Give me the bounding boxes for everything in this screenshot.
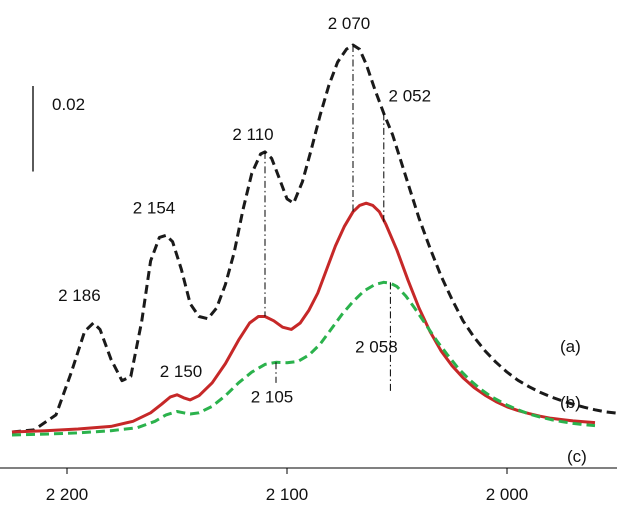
guide-lines-layer <box>264 45 391 392</box>
peak-label: 2 070 <box>328 14 371 33</box>
peak-label: 2 105 <box>251 387 294 406</box>
series-label: (b) <box>560 393 581 412</box>
x-axis: 2 200 2 100 2 000 <box>0 467 617 504</box>
scale-bar-label: 0.02 <box>52 95 85 114</box>
series-line-c <box>11 280 596 437</box>
peak-label: 2 052 <box>389 86 432 105</box>
peak-label: 2 150 <box>160 362 203 381</box>
series-layer <box>11 43 617 437</box>
peak-label: 2 186 <box>58 286 101 305</box>
series-line-a <box>11 43 617 434</box>
series-label: (a) <box>560 337 581 356</box>
peak-label: 2 110 <box>232 125 273 144</box>
peak-label: 2 154 <box>133 198 176 217</box>
x-tick-label: 2 100 <box>266 485 309 504</box>
series-line-b <box>11 201 596 434</box>
peak-label: 2 058 <box>355 337 398 356</box>
series-labels-layer: (a) (b) (c) <box>560 337 587 466</box>
series-label: (c) <box>567 447 587 466</box>
x-tick-label: 2 000 <box>486 485 529 504</box>
peak-labels-layer: 2 186 2 154 2 110 2 070 2 052 2 150 2 105 2 058 <box>58 14 431 406</box>
x-tick-label: 2 200 <box>46 485 89 504</box>
scale-bar: 0.02 <box>32 86 85 172</box>
